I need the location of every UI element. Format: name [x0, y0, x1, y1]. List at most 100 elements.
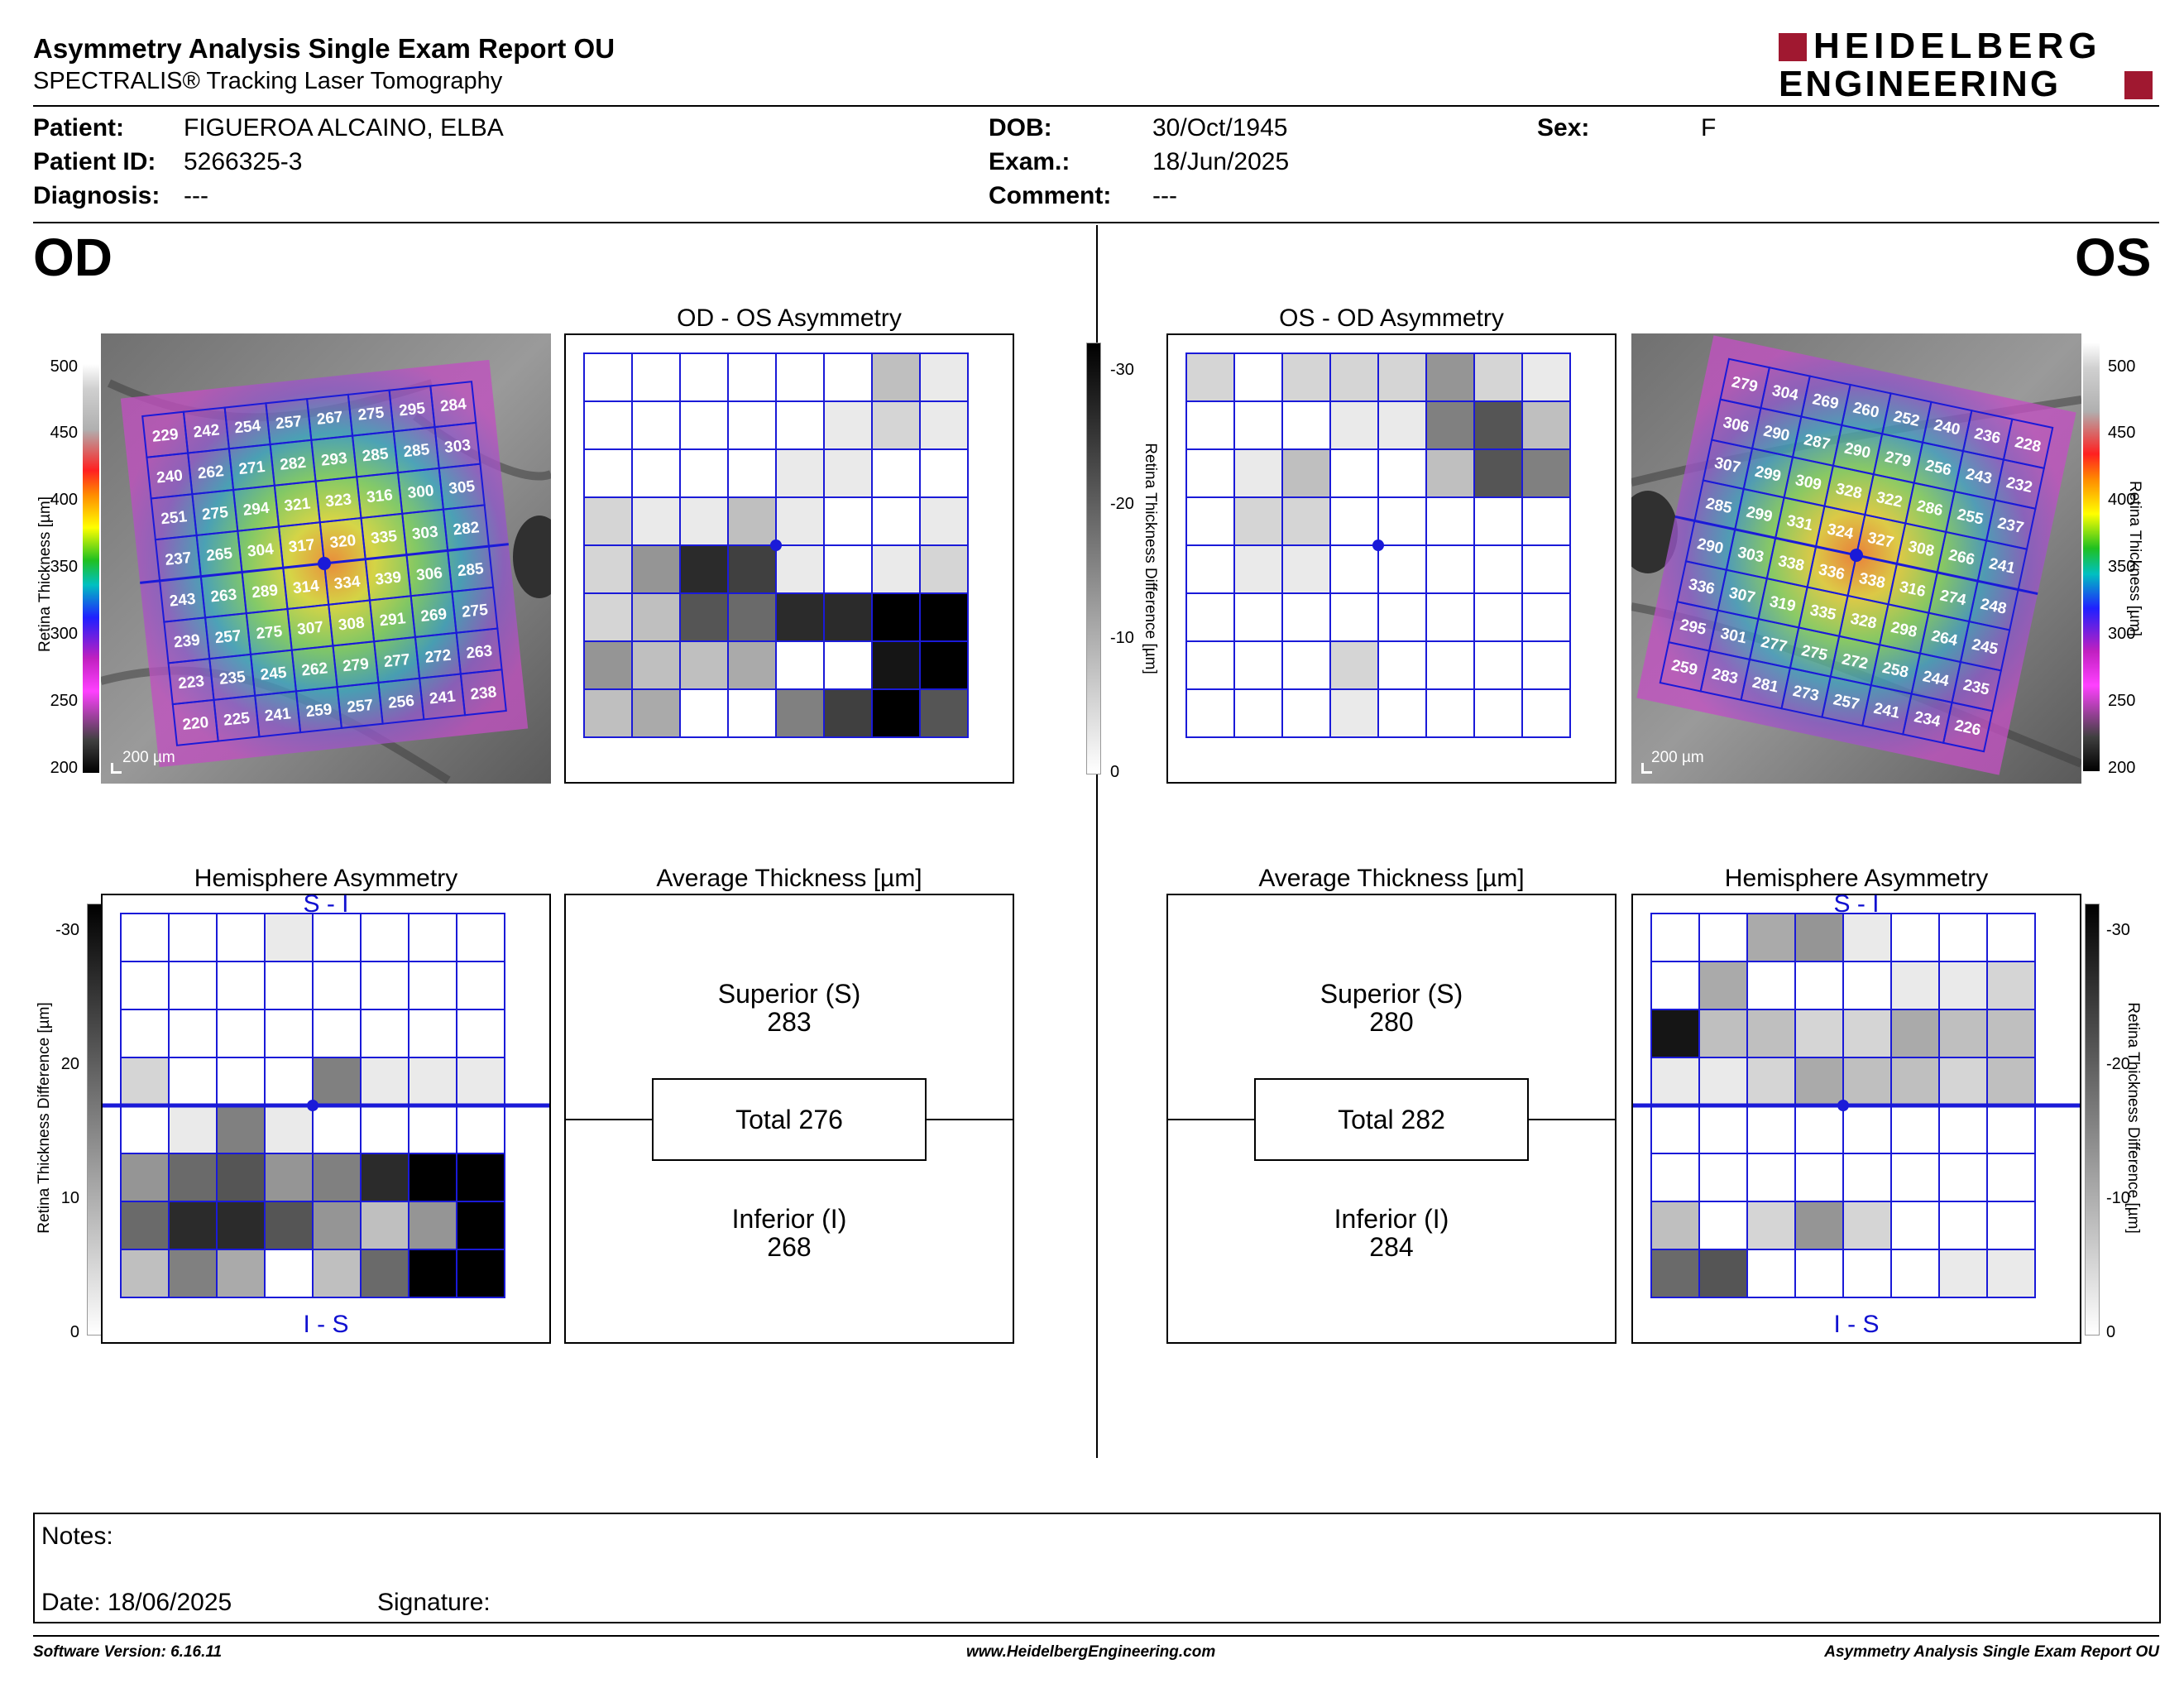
grid-cell — [1938, 1153, 1988, 1202]
grid-cell — [1986, 1057, 2036, 1106]
grid-cell — [1986, 1009, 2036, 1058]
grid-cell — [1746, 1201, 1796, 1250]
grid-cell — [1185, 400, 1235, 450]
tick: 250 — [50, 692, 78, 710]
tick: -30 — [1110, 361, 1134, 379]
thickness-value: 257 — [275, 413, 303, 433]
grid-cell — [1185, 640, 1235, 690]
grid-cell — [216, 1105, 266, 1154]
grid-cell — [1185, 592, 1235, 642]
grid-cell — [919, 640, 969, 690]
grid-cell — [775, 544, 825, 594]
thickness-value: 269 — [419, 606, 448, 626]
os-hemi-grid — [1633, 913, 2080, 1298]
grid-cell — [1281, 688, 1331, 738]
grid-cell — [264, 913, 314, 962]
grid-cell — [1329, 544, 1379, 594]
grid-cell — [679, 688, 729, 738]
grid-cell — [1233, 544, 1283, 594]
grid-cell — [1233, 352, 1283, 402]
exam-label: Exam.: — [989, 148, 1070, 175]
grid-cell — [456, 913, 505, 962]
thickness-value: 321 — [284, 495, 312, 515]
thickness-value: 285 — [457, 560, 485, 580]
os-superior-label: Superior (S) — [1320, 979, 1463, 1009]
grid-cell — [1473, 544, 1523, 594]
thickness-value: 285 — [362, 445, 390, 465]
grid-cell — [775, 400, 825, 450]
thickness-value: 306 — [415, 564, 443, 584]
grid-cell — [631, 496, 681, 546]
thickness-value: 294 — [242, 500, 271, 520]
website-link[interactable]: www.HeidelbergEngineering.com — [966, 1643, 1216, 1661]
grid-cell — [1698, 1009, 1748, 1058]
eye-label-od: OD — [33, 228, 113, 287]
report-title: Asymmetry Analysis Single Exam Report OU — [33, 33, 615, 64]
grid-cell — [679, 496, 729, 546]
thickness-value: 275 — [357, 404, 386, 424]
od-hemi-bottom-label: I - S — [303, 1311, 349, 1338]
os-od-asymmetry-grid — [1185, 352, 1571, 738]
grid-cell — [871, 544, 921, 594]
od-inferior-value: 268 — [767, 1232, 812, 1262]
grid-cell — [1281, 352, 1331, 402]
sex-value: F — [1701, 114, 1717, 141]
grid-cell — [216, 913, 266, 962]
grid-cell — [168, 913, 218, 962]
thickness-value: 335 — [370, 528, 398, 548]
grid-cell — [360, 1153, 410, 1202]
grid-cell — [919, 352, 969, 402]
grid-cell — [360, 1105, 410, 1154]
grid-cell — [1698, 1153, 1748, 1202]
tick: 0 — [1110, 763, 1120, 781]
od-hemi-diff-label: Retina Thickness Difference [µm] — [36, 1002, 53, 1234]
tick: 0 — [69, 1323, 79, 1341]
thickness-cell — [459, 669, 507, 717]
grid-cell — [360, 1009, 410, 1058]
fovea-marker — [1850, 549, 1863, 562]
grid-cell — [408, 1153, 457, 1202]
od-hemi-grid — [103, 913, 549, 1298]
fovea-marker — [318, 557, 331, 570]
od-hemi-diff-ticks: -30 20 10 0 — [33, 921, 83, 1351]
grid-cell — [727, 544, 777, 594]
grid-cell — [679, 592, 729, 642]
grid-cell — [456, 961, 505, 1010]
tick: 10 — [60, 1189, 79, 1207]
signature-label[interactable]: Signature: — [377, 1589, 491, 1616]
grid-cell — [120, 1057, 170, 1106]
diagnosis-value: --- — [184, 182, 208, 209]
grid-cell — [823, 640, 873, 690]
grid-cell — [1842, 1249, 1892, 1298]
grid-cell — [120, 1249, 170, 1298]
thickness-value: 275 — [201, 504, 229, 524]
grid-cell — [775, 352, 825, 402]
grid-cell — [1377, 640, 1427, 690]
grid-cell — [456, 1009, 505, 1058]
notes-box[interactable]: Notes: Date: 18/06/2025 Signature: — [33, 1513, 2161, 1623]
grid-cell — [583, 592, 633, 642]
grid-cell — [1650, 1249, 1700, 1298]
grid-cell — [583, 544, 633, 594]
thickness-value: 279 — [342, 655, 370, 675]
thickness-cell — [1942, 701, 1994, 753]
grid-cell — [1377, 448, 1427, 498]
thickness-value: 289 — [251, 582, 279, 602]
grid-cell — [216, 1153, 266, 1202]
logo-text-line1: HEIDELBERG — [1813, 26, 2102, 66]
thickness-value: 220 — [182, 714, 210, 734]
grid-cell — [1842, 1153, 1892, 1202]
od-hemi-diff-scale — [87, 904, 102, 1336]
grid-cell — [1233, 400, 1283, 450]
patient-label: Patient: — [33, 114, 125, 141]
grid-cell — [168, 961, 218, 1010]
grid-cell — [679, 448, 729, 498]
grid-cell — [1650, 1105, 1700, 1154]
thickness-value: 263 — [465, 642, 493, 662]
grid-cell — [1650, 913, 1700, 962]
grid-cell — [1473, 448, 1523, 498]
grid-cell — [1746, 961, 1796, 1010]
grid-cell — [168, 1057, 218, 1106]
grid-cell — [1425, 352, 1475, 402]
tick: 20 — [60, 1055, 79, 1073]
